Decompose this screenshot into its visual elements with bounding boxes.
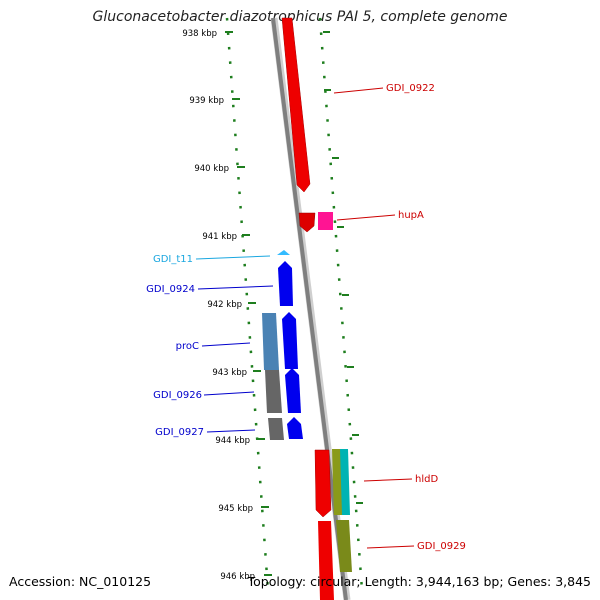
ruler: 938 kbp 939 kbp 940 kbp 941 kbp 942 kbp [182, 29, 363, 582]
ruler-tick-938: 938 kbp [182, 29, 330, 39]
gene-hupA-arrow[interactable] [298, 212, 316, 233]
leader-GDI_0924 [197, 285, 274, 290]
ruler-label: 939 kbp [189, 96, 224, 106]
gene-GDI_t11-arrow[interactable] [277, 250, 290, 255]
ruler-tick-944: 944 kbp [215, 434, 359, 446]
gene-label-proC[interactable]: proC [176, 341, 199, 352]
gene-GDI_0929-arrow[interactable] [318, 521, 334, 600]
gene-label-GDI_0927[interactable]: GDI_0927 [155, 427, 204, 438]
gene-label-GDI_0926[interactable]: GDI_0926 [153, 390, 202, 401]
ruler-label: 938 kbp [182, 29, 217, 39]
ruler-tick-939: 939 kbp [189, 89, 331, 106]
leader-hldD [363, 478, 413, 482]
gene-hldD-neighbor-olive[interactable] [332, 449, 343, 515]
gene-proC-neighbor[interactable] [262, 313, 279, 370]
ruler-label: 945 kbp [218, 504, 253, 514]
ruler-label: 943 kbp [212, 368, 247, 378]
genome-summary: Topology: circular; Length: 3,944,163 bp… [247, 574, 591, 589]
gene-GDI_0927-arrow[interactable] [287, 417, 303, 439]
gene-proC-arrow[interactable] [282, 312, 298, 369]
gene-GDI_0926-neighbor[interactable] [265, 370, 282, 413]
leader-GDI_0927 [206, 429, 256, 433]
leader-GDI_t11 [195, 255, 271, 260]
leader-proC [201, 342, 251, 347]
leader-GDI_0922 [333, 87, 384, 94]
gene-label-hldD[interactable]: hldD [415, 474, 438, 485]
gene-hldD-neighbor-teal[interactable] [340, 449, 350, 515]
ruler-tick-941: 941 kbp [202, 226, 344, 242]
gene-label-GDI_0929[interactable]: GDI_0929 [417, 541, 466, 552]
ruler-label: 940 kbp [194, 164, 229, 174]
gene-GDI_0926-arrow[interactable] [285, 368, 301, 413]
ruler-tick-942: 942 kbp [207, 294, 349, 310]
ruler-tick-943: 943 kbp [212, 366, 354, 378]
ruler-label: 946 kbp [220, 572, 255, 582]
gene-GDI_0927-neighbor[interactable] [268, 418, 284, 440]
ruler-label: 941 kbp [202, 232, 237, 242]
accession-label: Accession: NC_010125 [9, 574, 152, 589]
gene-label-GDI_0924[interactable]: GDI_0924 [146, 284, 195, 295]
gene-label-hupA[interactable]: hupA [398, 210, 424, 221]
gene-GDI_0922-arrow[interactable] [281, 17, 311, 193]
gene-GDI_0924-arrow[interactable] [278, 261, 293, 306]
leader-hupA [336, 214, 396, 221]
gene-hldD-arrow[interactable] [314, 449, 332, 518]
ruler-tick-946: 946 kbp [220, 572, 272, 582]
ruler-label: 942 kbp [207, 300, 242, 310]
ruler-tick-945: 945 kbp [218, 502, 363, 514]
gene-label-GDI_0922[interactable]: GDI_0922 [386, 83, 435, 94]
map-title: Gluconacetobacter diazotrophicus PAI 5, … [92, 9, 508, 25]
ruler-tick-940: 940 kbp [194, 157, 339, 174]
gene-GDI_0929-neighbor-olive[interactable] [336, 520, 352, 572]
gene-hupA-partner-arrow[interactable] [318, 212, 333, 230]
leader-GDI_0929 [366, 545, 415, 549]
gene-label-GDI_t11[interactable]: GDI_t11 [153, 254, 193, 265]
leader-GDI_0926 [203, 391, 255, 396]
ruler-label: 944 kbp [215, 436, 250, 446]
